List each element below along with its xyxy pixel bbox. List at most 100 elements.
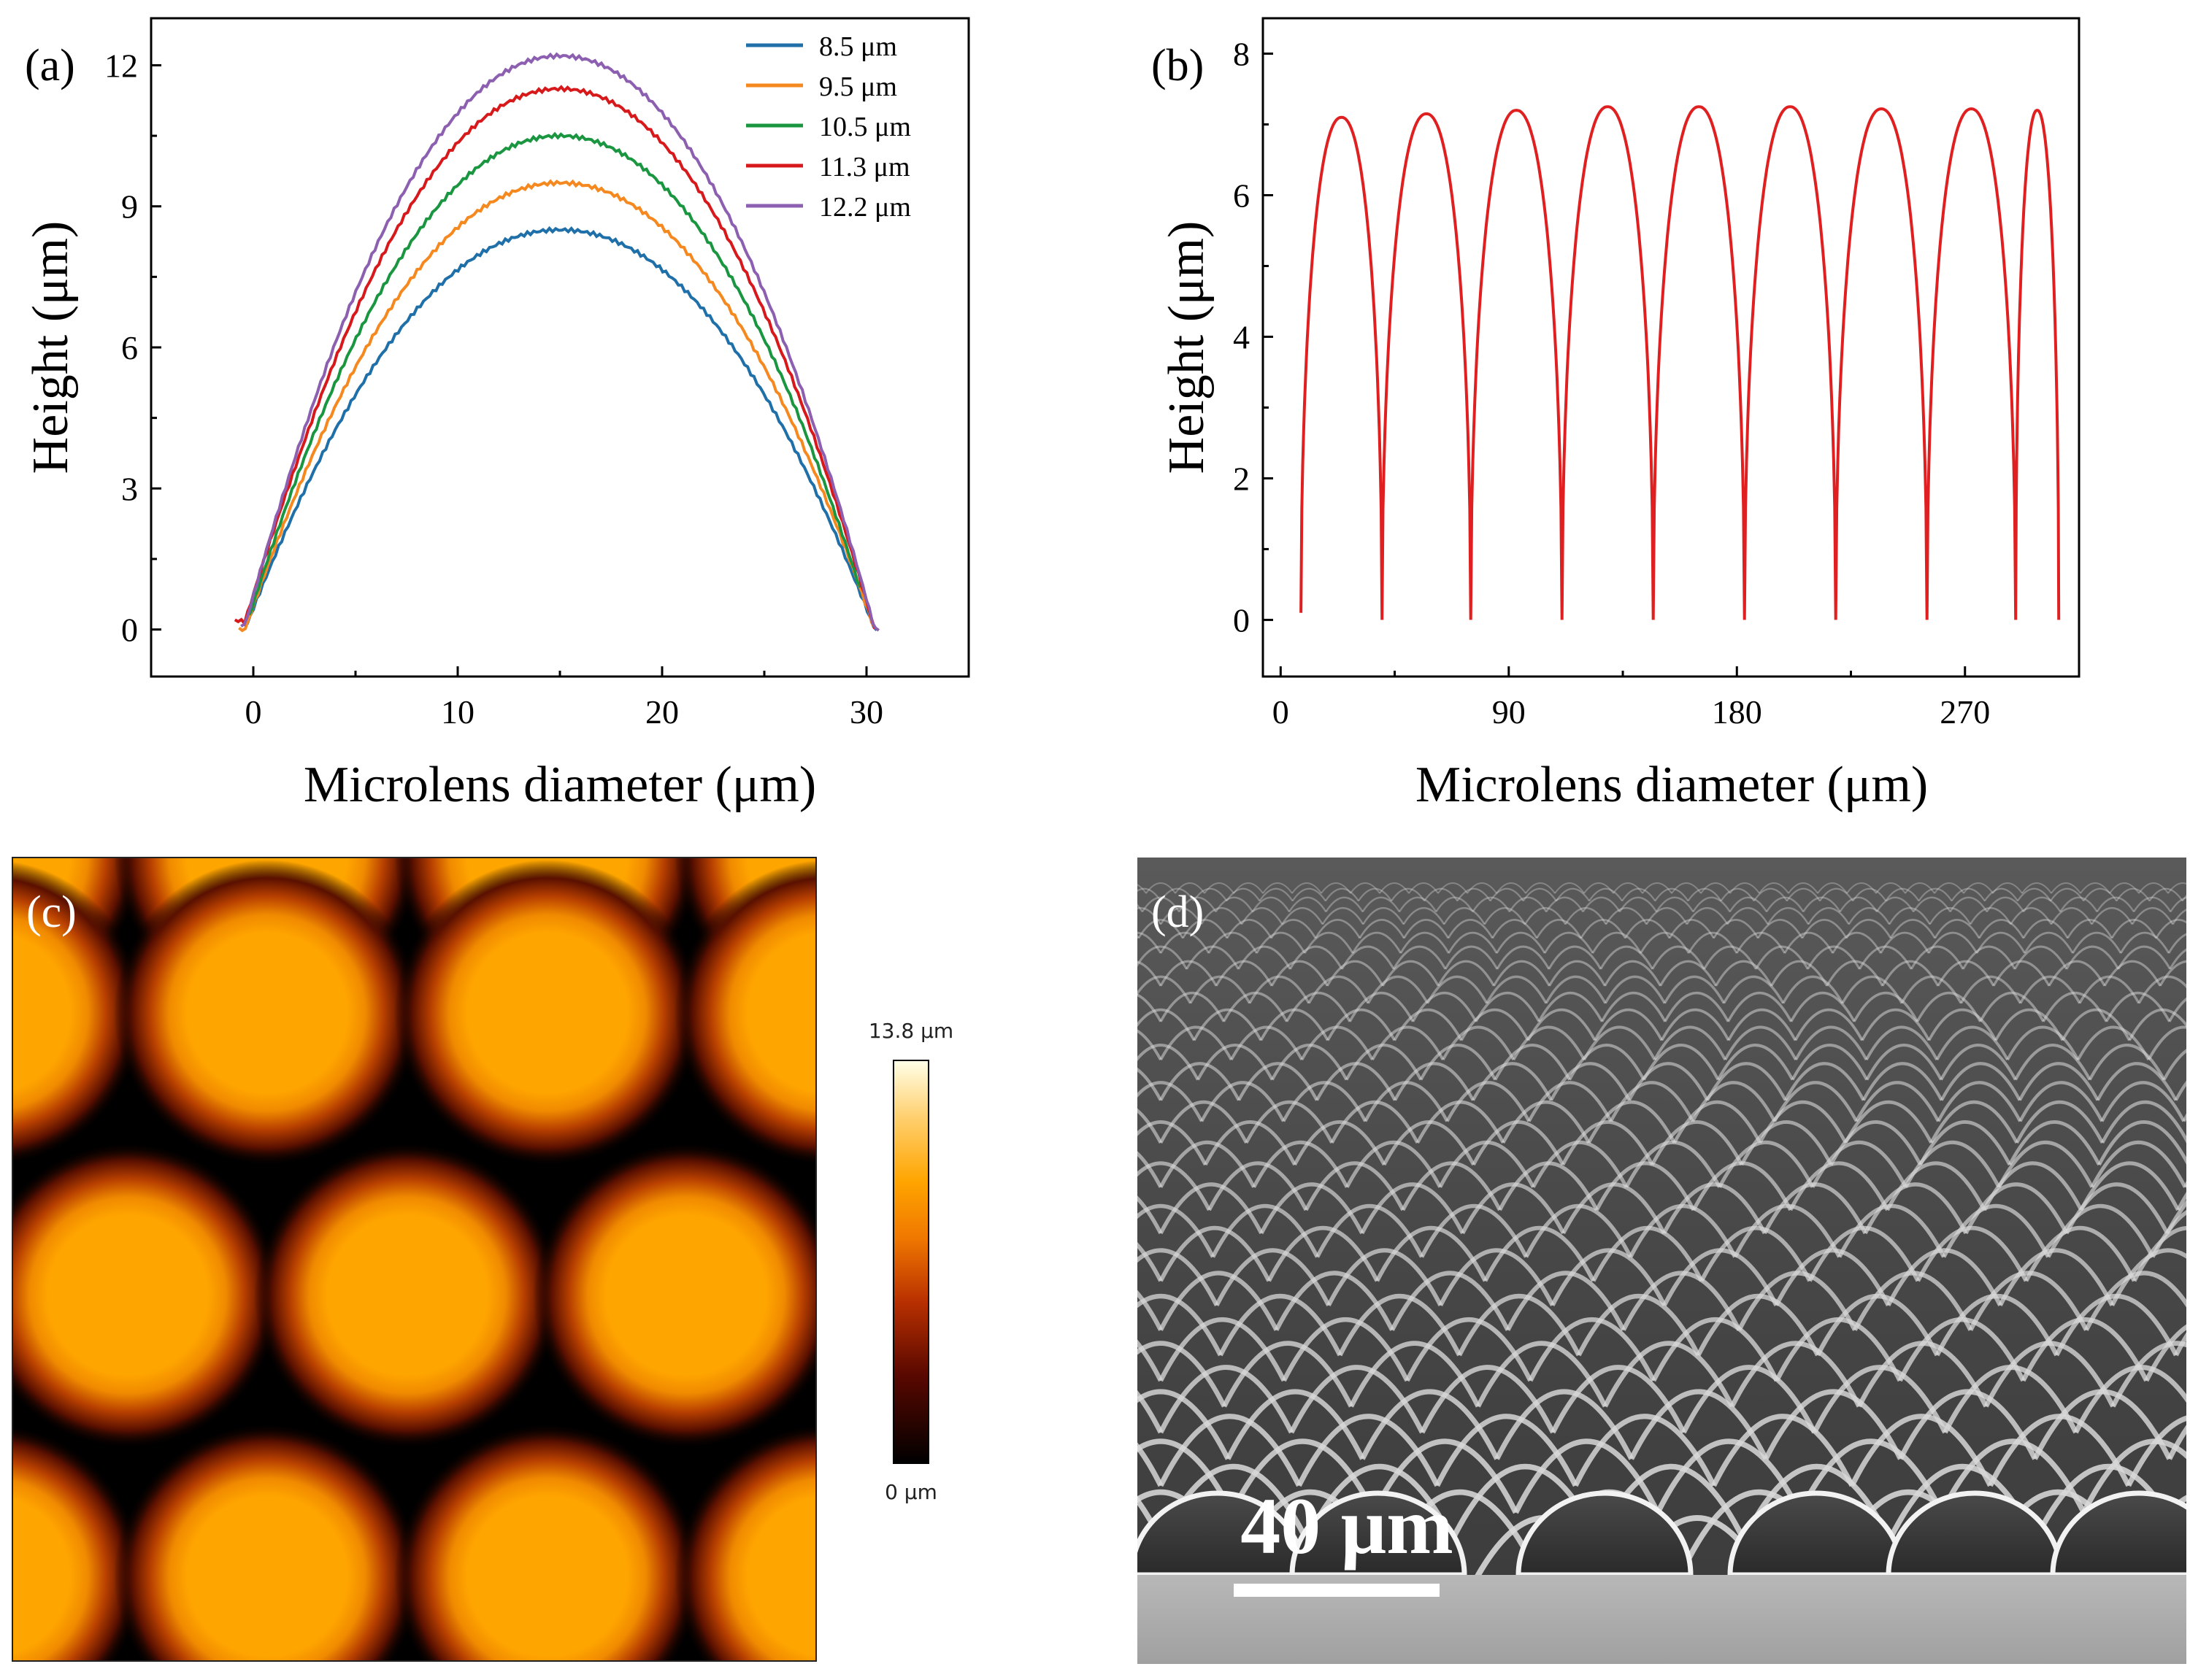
sem-arc <box>1939 1438 2086 1514</box>
lens-spot <box>114 1423 420 1661</box>
sem-arc <box>1502 1100 1591 1144</box>
sem-arc <box>1072 976 1131 1003</box>
sem-arc <box>1321 906 1364 925</box>
sem-arc <box>1508 896 1548 912</box>
sem-arc <box>1088 883 1117 893</box>
panel-a-x-axis-title: Microlens diameter (μm) <box>304 757 816 813</box>
sem-arc <box>1691 1161 1793 1211</box>
sem-arc <box>1629 1389 1769 1460</box>
sem-arc <box>1561 1120 1654 1166</box>
sem-arc <box>1655 1438 1802 1514</box>
sem-arc <box>1137 1293 1223 1357</box>
sem-arc <box>1296 1414 1440 1487</box>
sem-arc <box>994 1010 1061 1041</box>
sem-arc <box>1916 992 1982 1022</box>
sem-arc <box>1855 1081 1940 1122</box>
sem-arc <box>1392 945 1447 970</box>
sem-arc <box>1927 931 1978 954</box>
sem-arc <box>1992 882 2023 894</box>
panel-b-ticks: 0 90 180 270 0 2 4 6 8 <box>1233 35 1990 731</box>
sem-arc <box>1934 919 1980 939</box>
sem-arc <box>1651 945 1705 970</box>
sem-arc <box>1897 1317 2026 1382</box>
sem-arc <box>1137 931 1162 954</box>
sem-arc <box>1913 896 1951 912</box>
sem-arc <box>1797 1438 1945 1514</box>
sem-arc <box>2165 1200 2186 1235</box>
sem-arc <box>2023 896 2062 912</box>
lens-spot <box>12 861 143 1165</box>
sem-arc <box>2054 1293 2178 1357</box>
sem-arc <box>1564 906 1607 925</box>
sem-arc <box>1325 896 1364 912</box>
sem-arc <box>2021 1317 2149 1382</box>
sem-arc <box>1158 1365 1294 1434</box>
sem-arc <box>1038 1082 1120 1121</box>
sem-arc <box>1881 960 1940 987</box>
sem-arc <box>1262 882 1293 894</box>
sem-arc <box>1435 896 1474 912</box>
sem-arc <box>1767 906 1810 925</box>
sem-arc <box>1782 975 1844 1004</box>
sem-arc <box>1599 945 1653 970</box>
sem-arc <box>1026 1122 1115 1165</box>
x-tick-label: 180 <box>1712 693 1762 731</box>
panel-d-label: (d) <box>1151 887 1204 937</box>
lens-spot <box>394 860 701 1166</box>
sem-arc <box>1681 1365 1817 1434</box>
sem-arc <box>2008 1120 2101 1166</box>
panel-a-y-axis-title: Height (μm) <box>23 221 79 474</box>
sem-arc <box>1856 1341 1989 1408</box>
sem-arc <box>2181 895 2186 902</box>
sem-arc <box>1716 1043 1794 1081</box>
sem-arc <box>1671 882 1702 894</box>
sem-arc <box>2032 1389 2172 1460</box>
sem-arc <box>1159 906 1202 925</box>
sem-arc <box>1351 931 1402 954</box>
sem-arc <box>1861 1008 1931 1041</box>
sem-arc <box>2126 1415 2186 1487</box>
sem-arc <box>2117 945 2172 970</box>
sem-arc <box>1360 1182 1465 1235</box>
sem-arc <box>1918 887 1953 902</box>
sem-arc <box>1651 1120 1743 1166</box>
y-tick-label: 0 <box>1233 601 1250 639</box>
sem-arc <box>1415 1100 1505 1144</box>
panel-b-x-axis-title: Microlens diameter (μm) <box>1415 757 1928 813</box>
sem-arc <box>1137 934 1140 939</box>
sem-arc <box>2167 882 2186 894</box>
sem-arc <box>1729 1341 1862 1408</box>
sem-arc <box>1288 896 1327 912</box>
sem-arc <box>1340 945 1395 970</box>
sem-arc <box>914 1319 1037 1381</box>
sem-arc <box>2090 1140 2186 1188</box>
sem-arc <box>959 1184 1060 1233</box>
sem-arc <box>1686 906 1729 925</box>
sem-arc <box>2096 1062 2178 1101</box>
sem-arc <box>1270 960 1329 987</box>
sem-arc <box>1863 1182 1968 1235</box>
sem-arc <box>1193 887 1228 902</box>
sem-arc <box>1910 945 1964 970</box>
sem-arc <box>824 1392 958 1459</box>
sem-arc <box>1812 1365 1948 1434</box>
sem-arc <box>1962 945 2016 970</box>
sem-arc <box>1004 1206 1109 1257</box>
sem-arc <box>1251 896 1291 912</box>
sem-arc <box>1852 887 1887 902</box>
sem-arc <box>2096 896 2135 912</box>
sem-arc <box>2159 960 2186 987</box>
sem-arc <box>1826 960 1884 987</box>
sem-arc <box>1437 882 1468 894</box>
sem-arc <box>2097 1120 2186 1166</box>
height-map-lenses <box>12 858 816 1661</box>
sem-arc <box>1580 919 1626 939</box>
sem-arc <box>1314 919 1361 939</box>
sem-arc <box>1724 1025 1797 1061</box>
sem-arc <box>1350 882 1380 894</box>
sem-arc <box>1526 1008 1597 1041</box>
sem-arc <box>1737 1271 1857 1331</box>
sem-arc <box>1594 1008 1664 1041</box>
sem-arc <box>1605 906 1648 925</box>
sem-arc <box>1031 947 1083 969</box>
